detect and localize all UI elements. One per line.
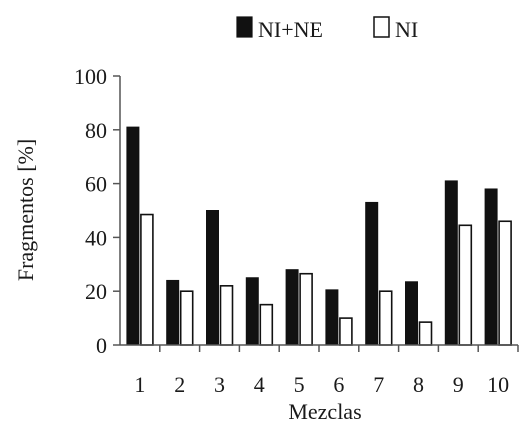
bar-ni-1 xyxy=(140,213,154,346)
bar-ni-ne-1 xyxy=(126,126,140,346)
bar-ni-ne-7 xyxy=(365,201,379,346)
y-tick-label: 80 xyxy=(85,118,107,143)
bar-ni-9 xyxy=(458,224,473,346)
bar-ni-10 xyxy=(498,220,512,346)
legend-label-ni-ne: NI+NE xyxy=(258,17,323,42)
bar-ni-ne-3 xyxy=(206,210,219,346)
bar-ni-8 xyxy=(418,321,433,346)
x-axis-ticks: 1 2 3 4 5 6 7 8 9 10 xyxy=(134,345,519,397)
bar-ni-3 xyxy=(219,285,234,346)
legend: NI+NE NI xyxy=(236,16,418,42)
x-tick-label: 9 xyxy=(453,372,464,397)
x-tick-label: 3 xyxy=(214,372,225,397)
y-axis-ticks: 0 20 40 60 80 100 xyxy=(74,64,120,358)
x-tick-label: 5 xyxy=(294,372,305,397)
x-tick-label: 1 xyxy=(134,372,145,397)
x-axis-title: Mezclas xyxy=(288,399,361,424)
y-tick-label: 100 xyxy=(74,64,107,89)
bar-ni-ne-4 xyxy=(245,277,259,346)
x-tick-label: 4 xyxy=(254,372,265,397)
y-axis-title: Fragmentos [%] xyxy=(13,139,38,281)
bar-ni-ne-5 xyxy=(285,269,299,346)
x-tick-label: 7 xyxy=(373,372,384,397)
y-tick-label: 20 xyxy=(85,279,107,304)
x-tick-label: 6 xyxy=(333,372,344,397)
bar-ni-ne-6 xyxy=(325,289,339,346)
legend-label-ni: NI xyxy=(395,17,418,42)
bar-ni-6 xyxy=(339,317,353,346)
bar-ni-7 xyxy=(378,290,393,346)
x-tick-label: 8 xyxy=(413,372,424,397)
y-tick-label: 60 xyxy=(85,172,107,197)
x-tick-label: 2 xyxy=(174,372,185,397)
bar-ni-2 xyxy=(179,290,194,346)
bar-ni-ne-10 xyxy=(484,188,498,346)
bar-ni-ne-2 xyxy=(166,279,180,346)
y-tick-label: 40 xyxy=(85,225,107,250)
legend-swatch-ni-ne xyxy=(236,16,253,38)
bar-ni-4 xyxy=(259,303,274,346)
y-tick-label: 0 xyxy=(96,333,107,358)
bars xyxy=(126,126,512,346)
x-tick-label: 10 xyxy=(487,372,509,397)
bar-ni-5 xyxy=(299,272,313,346)
bar-ni-ne-9 xyxy=(444,180,458,346)
bar-ni-ne-8 xyxy=(405,281,418,346)
legend-swatch-ni xyxy=(373,16,390,38)
